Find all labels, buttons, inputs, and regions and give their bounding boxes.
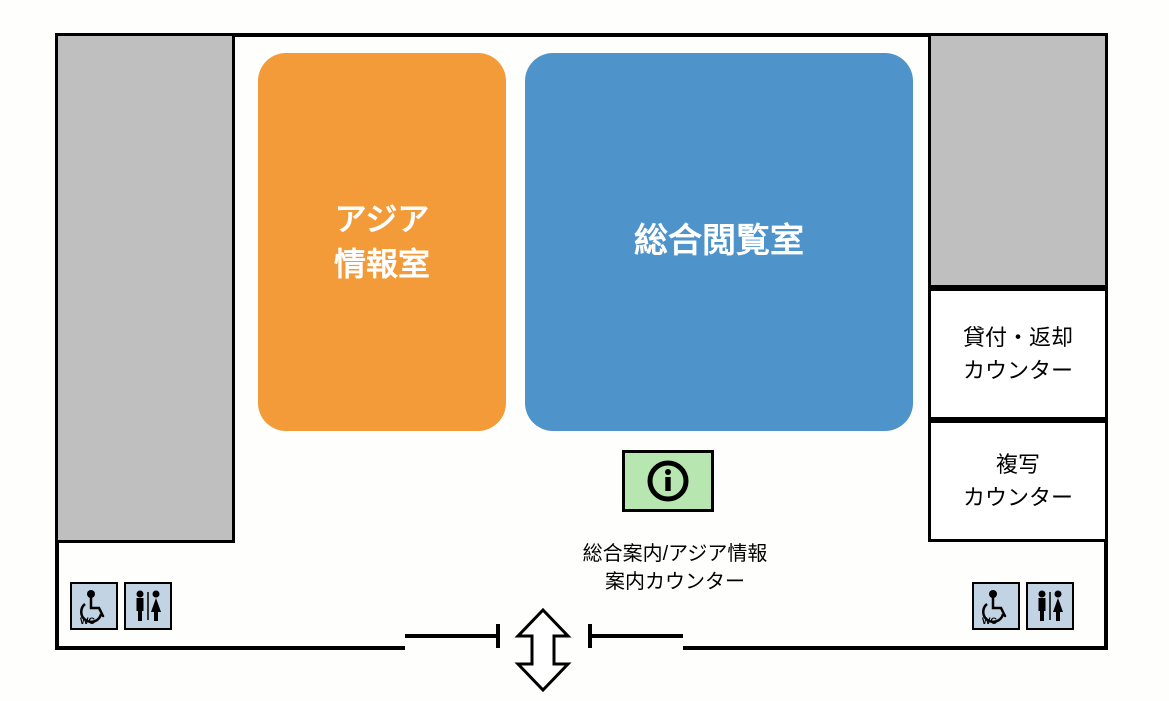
accessible-wc-icon-right: WC [972, 582, 1020, 630]
loan-return-counter: 貸付・返却 カウンター [928, 288, 1108, 420]
entry-marker-left [405, 634, 500, 638]
svg-text:WC: WC [982, 616, 997, 626]
restroom-icon-right [1026, 582, 1074, 630]
reading-room-label: 総合閲覧室 [634, 218, 804, 266]
floor-plan: アジア 情報室 総合閲覧室 貸付・返却 カウンター 複写 カウンター 総合案内/… [0, 0, 1169, 701]
loan-return-label: 貸付・返却 カウンター [963, 321, 1073, 387]
accessible-wc-icon: WC [70, 582, 118, 630]
reading-room: 総合閲覧室 [525, 53, 913, 431]
info-badge [622, 450, 714, 512]
copy-label: 複写 カウンター [963, 448, 1073, 514]
outer-border-bottom-right [683, 646, 1108, 650]
entry-tick-left [496, 624, 500, 648]
gray-block-left [55, 33, 235, 543]
svg-text:WC: WC [80, 616, 95, 626]
info-icon [646, 459, 690, 503]
restroom-icon [124, 582, 172, 630]
gray-block-right [928, 33, 1108, 288]
copy-counter: 複写 カウンター [928, 420, 1108, 542]
entry-marker-right [588, 634, 683, 638]
entry-arrow-icon [510, 608, 576, 692]
asia-room-label: アジア 情報室 [334, 197, 430, 287]
asia-room: アジア 情報室 [258, 53, 506, 431]
outer-border-bottom-left [55, 646, 405, 650]
info-label-text: 総合案内/アジア情報 案内カウンター [583, 543, 768, 593]
info-label: 総合案内/アジア情報 案内カウンター [560, 540, 790, 596]
entry-tick-right [588, 624, 592, 648]
